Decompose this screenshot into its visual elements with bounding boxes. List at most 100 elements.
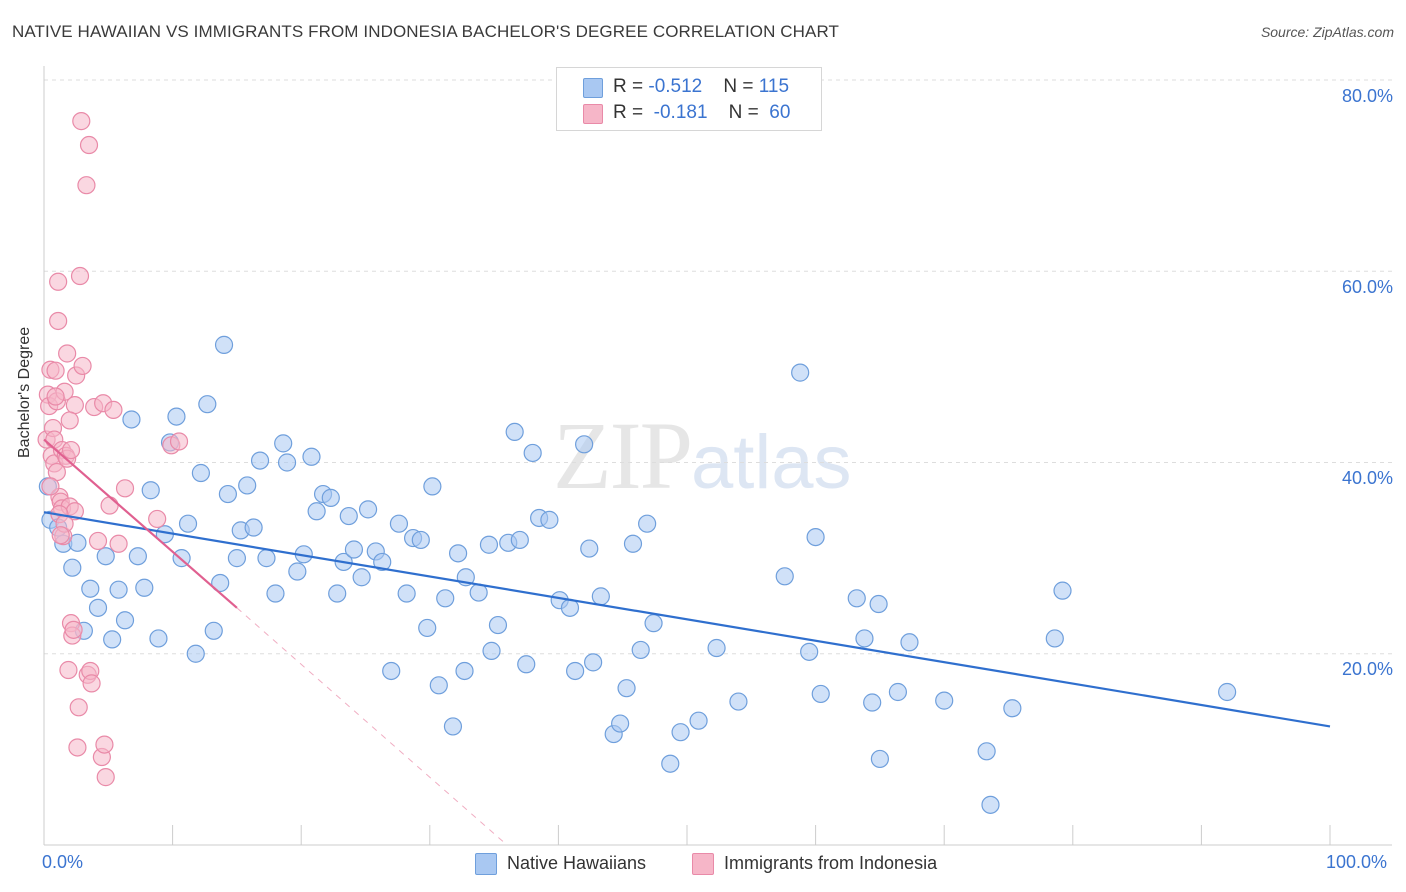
point-native-hawaiians (1045, 629, 1064, 648)
point-immigrants-indonesia (104, 400, 123, 420)
point-native-hawaiians (397, 584, 416, 603)
point-native-hawaiians (482, 641, 501, 660)
point-native-hawaiians (870, 749, 890, 769)
point-immigrants-indonesia (96, 768, 115, 787)
point-native-hawaiians (135, 578, 154, 597)
point-native-hawaiians (321, 488, 340, 507)
point-native-hawaiians (274, 434, 293, 453)
point-native-hawaiians (218, 484, 237, 504)
point-native-hawaiians (935, 691, 954, 710)
point-native-hawaiians (288, 562, 307, 581)
point-native-hawaiians (977, 742, 996, 761)
point-immigrants-indonesia (109, 534, 128, 553)
trend-line-dashed-immigrants-indonesia (236, 607, 508, 846)
point-native-hawaiians (96, 547, 115, 566)
y-tick-label-20: 20.0% (1341, 659, 1393, 679)
point-immigrants-indonesia (59, 660, 78, 680)
legend-swatch-blue (583, 78, 603, 98)
bottom-legend-swatch-pink (692, 853, 714, 875)
point-native-hawaiians (198, 395, 217, 414)
point-immigrants-indonesia (115, 479, 135, 498)
point-immigrants-indonesia (148, 509, 167, 529)
point-native-hawaiians (128, 547, 147, 566)
legend-row-native-hawaiians: R = -0.512 N = 115 (583, 76, 789, 100)
point-immigrants-indonesia (46, 361, 65, 380)
source-label: Source: ZipAtlas.com (1260, 24, 1394, 40)
trend-line-immigrants-indonesia (43, 438, 238, 609)
point-native-hawaiians (791, 363, 810, 382)
point-native-hawaiians (423, 477, 442, 496)
point-native-hawaiians (436, 589, 455, 608)
point-native-hawaiians (631, 640, 650, 660)
point-native-hawaiians (479, 535, 499, 554)
x-tick-label-0: 0.0% (42, 852, 84, 872)
point-immigrants-indonesia (77, 176, 96, 195)
point-immigrants-indonesia (49, 272, 68, 291)
point-immigrants-indonesia (100, 496, 119, 515)
point-native-hawaiians (729, 692, 748, 711)
point-native-hawaiians (250, 451, 270, 470)
point-immigrants-indonesia (46, 387, 65, 406)
point-native-hawaiians (505, 422, 524, 441)
point-native-hawaiians (103, 630, 122, 649)
point-native-hawaiians (244, 518, 263, 537)
point-native-hawaiians (418, 618, 437, 638)
bottom-legend-label: Native Hawaiians (507, 853, 647, 873)
point-native-hawaiians (517, 655, 536, 674)
point-native-hawaiians (178, 514, 198, 533)
correlation-legend: R = -0.512 N = 115 R = -0.181 N = 60 (556, 67, 822, 131)
point-native-hawaiians (707, 638, 726, 658)
point-immigrants-indonesia (69, 698, 88, 717)
point-native-hawaiians (540, 510, 559, 529)
point-immigrants-indonesia (88, 531, 108, 551)
point-native-hawaiians (566, 661, 585, 681)
watermark: ZIPatlas (553, 400, 852, 511)
point-native-hawaiians (510, 530, 529, 550)
point-native-hawaiians (109, 580, 128, 599)
point-native-hawaiians (266, 584, 285, 603)
point-native-hawaiians (638, 514, 657, 533)
point-native-hawaiians (257, 549, 276, 568)
legend-swatch-pink (583, 104, 603, 124)
bottom-legend-swatch-blue (475, 853, 497, 875)
point-native-hawaiians (863, 693, 882, 712)
point-native-hawaiians (488, 615, 508, 635)
point-native-hawaiians (591, 587, 610, 606)
point-native-hawaiians (211, 573, 230, 593)
point-native-hawaiians (1053, 581, 1072, 600)
point-native-hawaiians (671, 723, 690, 742)
point-native-hawaiians (981, 795, 1000, 814)
point-native-hawaiians (81, 579, 100, 598)
point-native-hawaiians (869, 594, 888, 614)
point-immigrants-indonesia (72, 112, 91, 131)
point-native-hawaiians (661, 754, 680, 773)
point-native-hawaiians (167, 407, 186, 426)
point-immigrants-indonesia (41, 477, 60, 496)
x-tick-label-100: 100.0% (1326, 852, 1388, 872)
trend-line-native-hawaiians (43, 511, 1331, 728)
point-immigrants-indonesia (169, 432, 189, 451)
point-native-hawaiians (277, 453, 297, 472)
point-native-hawaiians (302, 447, 321, 466)
point-native-hawaiians (115, 611, 135, 630)
bottom-legend-label: Immigrants from Indonesia (724, 853, 938, 873)
point-immigrants-indonesia (58, 344, 77, 363)
chart-title: NATIVE HAWAIIAN VS IMMIGRANTS FROM INDON… (12, 22, 840, 41)
point-native-hawaiians (775, 567, 794, 586)
point-native-hawaiians (307, 502, 326, 521)
point-native-hawaiians (344, 540, 364, 559)
point-native-hawaiians (611, 714, 630, 733)
point-native-hawaiians (149, 629, 168, 648)
point-immigrants-indonesia (79, 135, 99, 155)
y-tick-label-60: 60.0% (1341, 277, 1393, 297)
point-native-hawaiians (227, 549, 246, 568)
point-immigrants-indonesia (61, 440, 81, 460)
point-native-hawaiians (847, 589, 866, 608)
point-native-hawaiians (389, 514, 409, 533)
point-native-hawaiians (523, 443, 542, 463)
point-native-hawaiians (204, 621, 223, 640)
point-immigrants-indonesia (95, 735, 114, 754)
point-immigrants-indonesia (65, 396, 84, 415)
point-immigrants-indonesia (51, 526, 70, 545)
